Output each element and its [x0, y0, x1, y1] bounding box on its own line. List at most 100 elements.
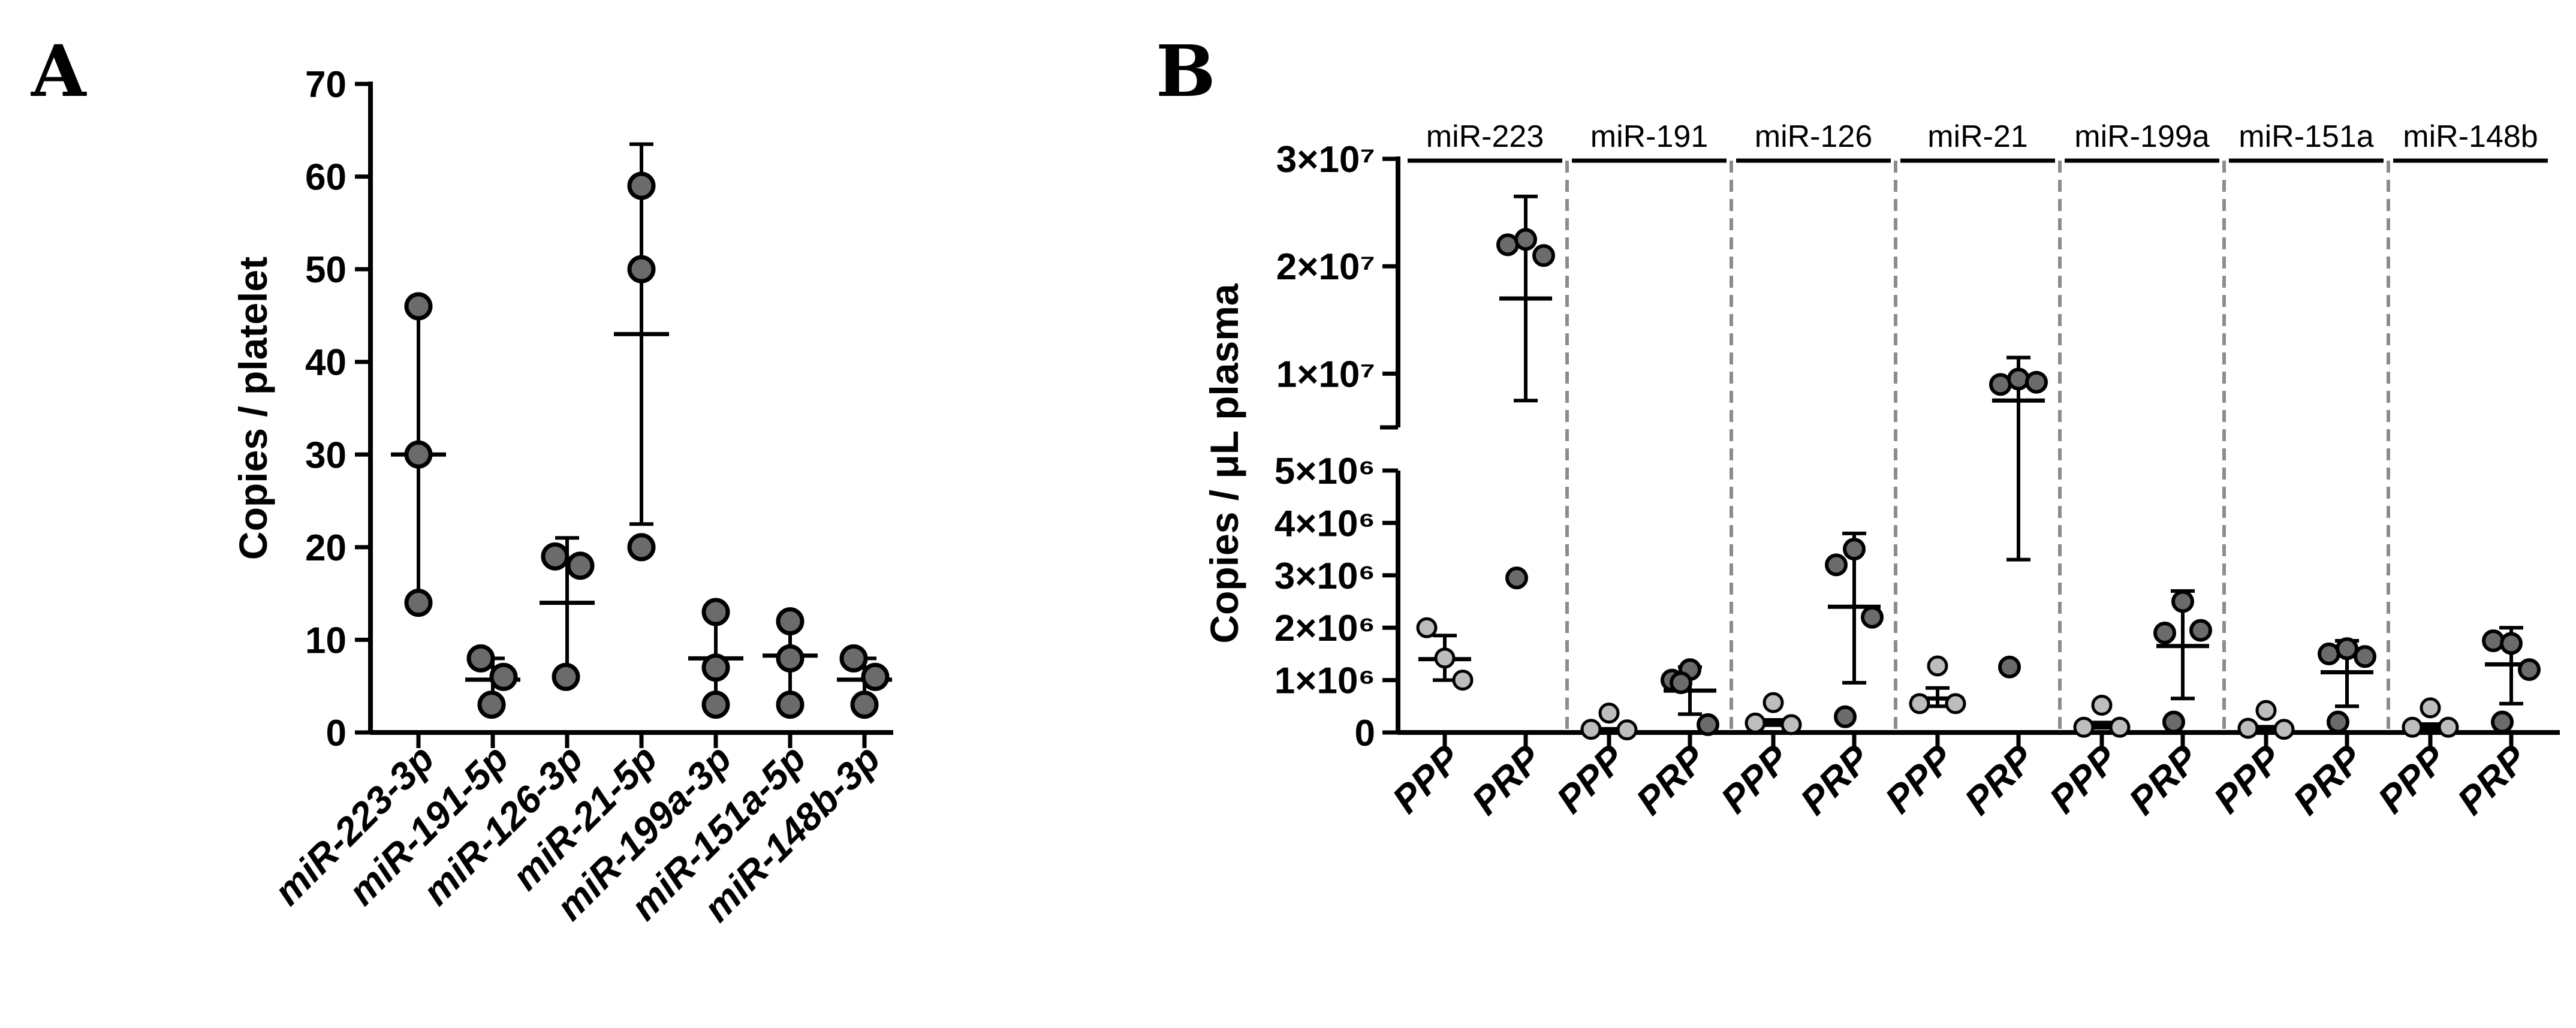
data-point: [2007, 367, 2030, 391]
data-point: [839, 644, 868, 673]
data-point: [552, 662, 580, 691]
data-point: [404, 440, 433, 469]
data-point: [2025, 370, 2048, 394]
data-point: [2438, 716, 2459, 738]
data-point: [1670, 671, 1692, 694]
sample-label: PRP: [2120, 737, 2207, 823]
y-tick-label: 30: [305, 435, 347, 476]
data-point: [1998, 655, 2021, 679]
group-label: miR-151a: [2238, 119, 2373, 154]
sample-label: PPP: [1384, 737, 1469, 822]
data-point: [2255, 700, 2277, 721]
data-point: [1834, 705, 1857, 728]
data-point: [2402, 716, 2423, 738]
y-tick-label: 3×10⁶: [1275, 556, 1375, 597]
data-point: [2073, 716, 2095, 738]
data-point: [776, 691, 805, 719]
data-point: [2153, 621, 2176, 644]
data-point: [2327, 710, 2349, 734]
data-point: [404, 589, 433, 617]
data-point: [1598, 703, 1620, 724]
data-point: [1616, 719, 1638, 741]
sample-label: PRP: [2449, 737, 2535, 823]
sample-label: PPP: [1548, 737, 1633, 822]
data-point: [2237, 718, 2259, 739]
data-point: [701, 691, 730, 719]
sample-label: PRP: [1956, 737, 2042, 823]
data-point: [1697, 713, 1719, 736]
sample-label: PRP: [1463, 737, 1550, 823]
sample-label: PPP: [2369, 737, 2454, 822]
data-point: [1945, 693, 1966, 715]
y-tick-label: 40: [305, 342, 347, 384]
data-point: [776, 644, 805, 673]
sample-label: PRP: [1792, 737, 1878, 823]
data-point: [1927, 655, 1948, 677]
data-point: [1861, 605, 1884, 629]
group-label: miR-126: [1755, 119, 1873, 154]
data-point: [2500, 632, 2523, 655]
data-point: [1514, 228, 1537, 251]
data-point: [2518, 658, 2541, 682]
y-tick-label: 5×10⁶: [1275, 451, 1375, 492]
sample-label: PRP: [2285, 737, 2371, 823]
data-point: [566, 551, 595, 580]
group-label: miR-199a: [2074, 119, 2209, 154]
data-point: [2273, 719, 2295, 740]
sample-label: PPP: [1712, 737, 1797, 822]
y-tick-label: 3×10⁷: [1276, 139, 1375, 180]
y-tick-label: 0: [1355, 713, 1375, 754]
group-label: miR-191: [1590, 119, 1709, 154]
data-point: [1505, 566, 1528, 590]
data-point: [2420, 697, 2441, 719]
group-label: miR-223: [1426, 119, 1544, 154]
data-point: [404, 292, 433, 321]
data-point: [1843, 538, 1866, 561]
data-point: [1762, 692, 1784, 713]
data-point: [489, 662, 518, 691]
data-point: [701, 653, 730, 682]
y-axis-title: Copies / μL plasma: [1202, 283, 1246, 644]
y-tick-label: 50: [305, 249, 347, 291]
data-point: [2336, 637, 2358, 661]
data-point: [1452, 670, 1474, 691]
data-point: [2354, 645, 2376, 668]
sample-label: PPP: [1876, 737, 1962, 822]
data-point: [627, 255, 656, 284]
data-point: [477, 691, 506, 719]
y-tick-label: 70: [305, 64, 347, 105]
data-point: [627, 533, 656, 562]
y-tick-label: 1×10⁷: [1276, 354, 1375, 395]
y-tick-label: 1×10⁶: [1275, 661, 1375, 702]
data-point: [627, 171, 656, 200]
data-point: [2091, 695, 2113, 716]
y-axis-title: Copies / platelet: [231, 257, 275, 560]
data-point: [1434, 647, 1456, 669]
data-point: [2162, 710, 2185, 734]
panel-b-letter: B: [1156, 29, 1216, 113]
sample-label: PPP: [2041, 737, 2126, 822]
data-point: [2189, 619, 2212, 642]
data-point: [466, 644, 495, 673]
data-point: [1745, 712, 1766, 734]
sample-label: PPP: [2205, 737, 2290, 822]
data-point: [2482, 629, 2505, 653]
data-point: [2491, 710, 2514, 734]
group-label: miR-21: [1927, 119, 2028, 154]
panel-b-chart: 0 1×10⁶ 2×10⁶ 3×10⁶ 4×10⁶ 5×10⁶ 1×10⁷ 2×10⁷ 3×10…: [1202, 119, 2560, 823]
data-point: [776, 607, 805, 636]
y-tick-label: 10: [305, 620, 347, 661]
data-point: [2171, 590, 2194, 613]
data-point: [541, 542, 570, 571]
data-point: [1780, 714, 1802, 735]
data-point: [1416, 617, 1438, 638]
data-point: [1909, 693, 1930, 715]
data-point: [2109, 716, 2131, 738]
data-point: [1580, 719, 1602, 740]
y-tick-label: 0: [326, 713, 347, 754]
data-point: [861, 662, 890, 691]
y-tick-label: 4×10⁶: [1275, 503, 1375, 544]
y-tick-label: 2×10⁶: [1275, 608, 1375, 649]
